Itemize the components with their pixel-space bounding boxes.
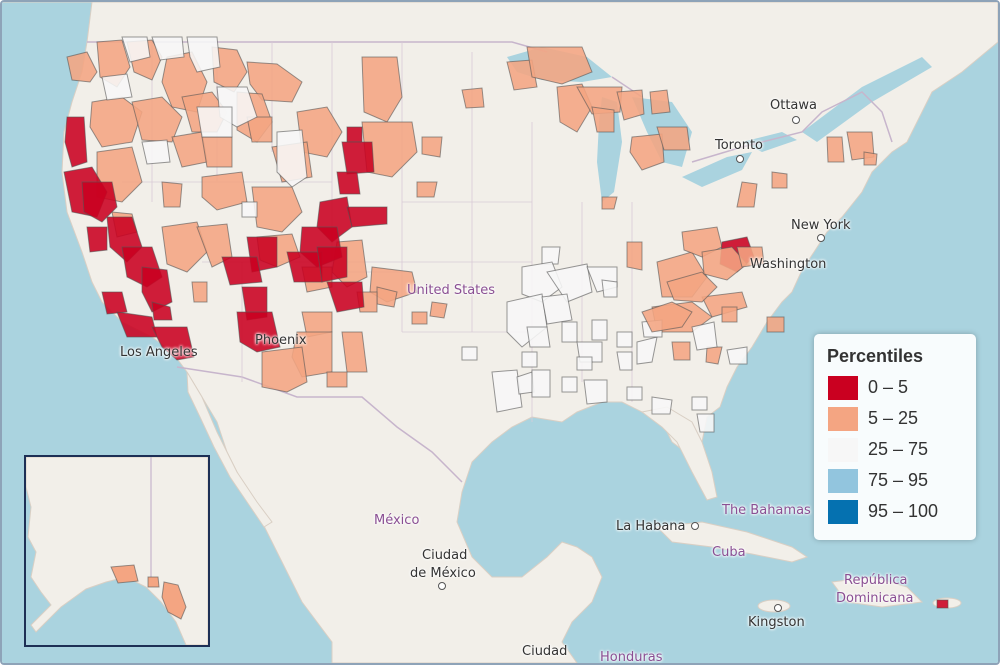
legend-label-0-5: 0 – 5 [868,377,909,397]
city-marker-toronto [736,155,744,163]
legend-swatch-75-95 [828,469,858,493]
legend-label-75-95: 75 – 95 [868,470,929,490]
st-lawrence [802,57,932,142]
regions-25-75[interactable] [101,36,748,433]
legend-item-0-5: 0 – 5 [828,376,973,400]
legend-title: Percentiles [827,346,924,366]
city-marker-la-habana [691,522,699,530]
label-republica-dominicana-1: República [844,573,908,588]
label-los-angeles: Los Angeles [120,345,198,360]
land-baja [186,371,273,528]
legend-item-25-75: 25 – 75 [828,438,973,462]
legend-label-5-25: 5 – 25 [868,408,919,428]
legend-label-25-75: 25 – 75 [868,439,929,459]
label-new-york: New York [791,218,851,233]
lake-erie [682,152,752,187]
legend-swatch-5-25 [828,407,858,431]
label-phoenix: Phoenix [255,333,307,348]
city-marker-mexico-city [438,582,446,590]
legend-item-75-95: 75 – 95 [828,469,973,493]
city-marker-new-york [817,234,825,242]
legend: Percentiles 0 – 5 5 – 25 25 – 75 75 – 95… [814,334,976,540]
regions-appalachian[interactable] [641,246,765,333]
label-cuba: Cuba [712,545,746,560]
label-the-bahamas: The Bahamas [722,503,811,518]
label-honduras: Honduras [600,650,663,665]
legend-item-95-100: 95 – 100 [828,500,973,524]
label-ciudad: Ciudad [522,644,568,659]
land-hispaniola [831,576,924,608]
legend-swatch-25-75 [828,438,858,462]
watershed-regions[interactable] [63,36,949,609]
legend-swatch-0-5 [828,376,858,400]
label-ciudad-de-mexico-2: de México [410,566,476,581]
land-cuba [655,521,809,563]
land-florida [640,406,718,501]
label-ciudad-de-mexico-1: Ciudad [422,548,468,563]
alaska-inset-map [26,457,208,645]
label-kingston: Kingston [748,615,805,630]
label-united-states: United States [407,283,496,298]
city-marker-kingston [774,604,782,612]
city-marker-ottawa [792,116,800,124]
label-toronto: Toronto [715,138,763,153]
alaska-regions-5-25[interactable] [110,564,187,620]
label-washington: Washington [750,257,827,272]
label-republica-dominicana-2: Dominicana [836,591,914,606]
label-mexico: México [374,513,420,528]
regions-0-5[interactable] [63,116,949,609]
label-la-habana: La Habana [616,519,686,534]
legend-item-5-25: 5 – 25 [828,407,973,431]
legend-label-95-100: 95 – 100 [868,501,939,521]
alaska-inset[interactable] [24,455,210,647]
legend-swatch-95-100 [828,500,858,524]
label-ottawa: Ottawa [770,98,817,113]
